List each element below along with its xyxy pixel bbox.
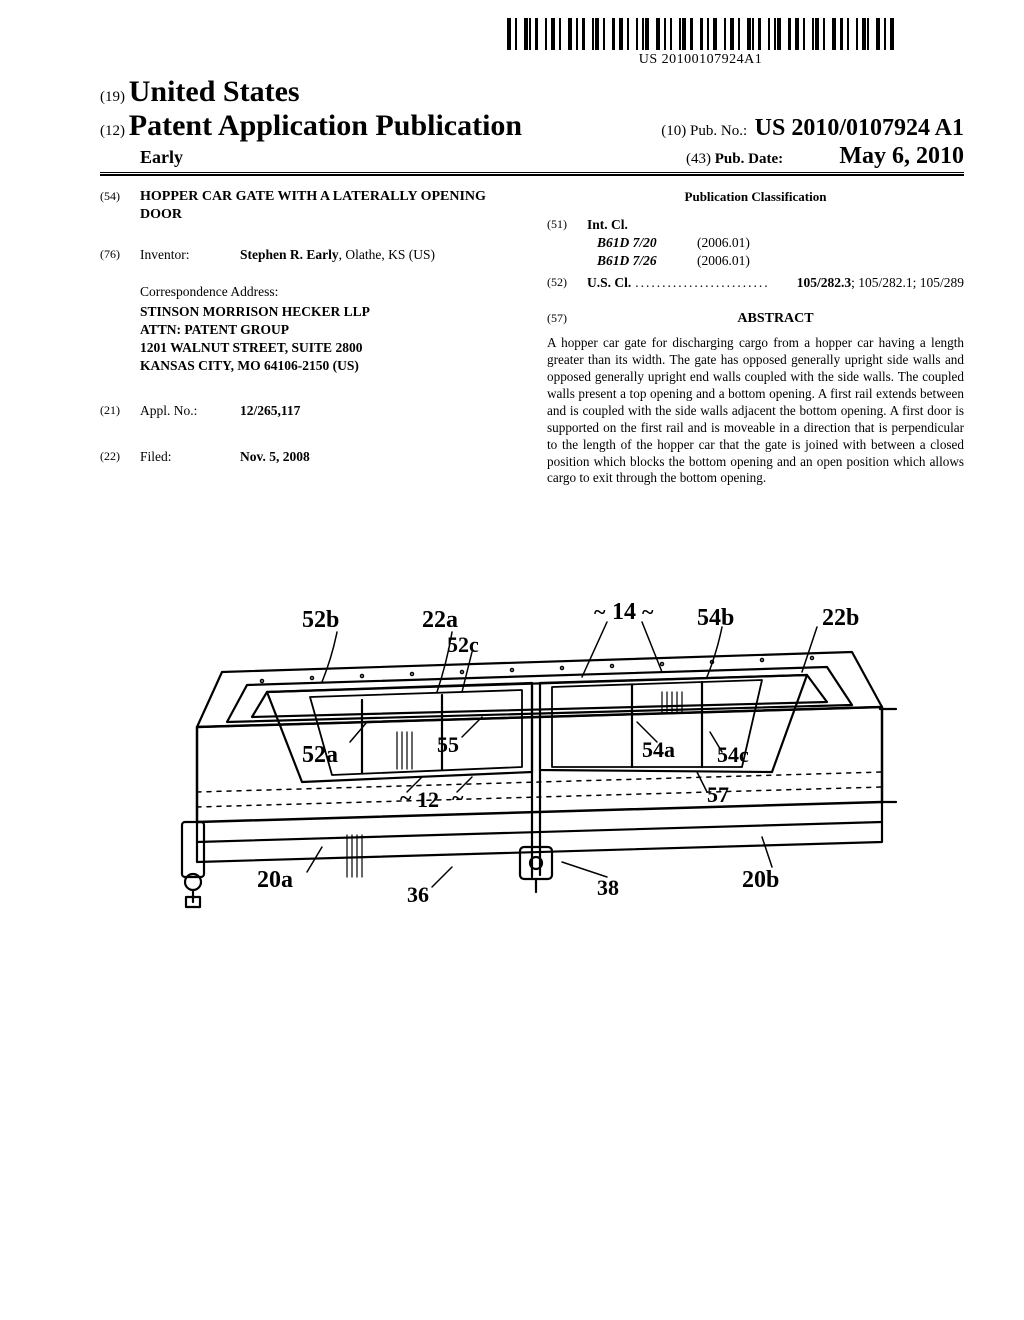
country-code: (19) [100,89,125,105]
uscl-rest: ; 105/282.1; 105/289 [851,275,964,290]
pub-code: (12) [100,123,125,139]
inventor-label: Inventor: [140,246,240,264]
applno-label: Appl. No.: [140,402,240,420]
figure-label-20b: 20b [742,867,779,893]
figure-label-57: 57 [707,782,729,807]
publication-number: US 2010/0107924 A1 [755,115,964,141]
abstract-heading: ABSTRACT [587,310,964,329]
abstract-code: (57) [547,310,587,326]
filed-date: Nov. 5, 2008 [240,448,517,466]
uscl-primary: 105/282.3 [797,275,851,290]
correspondence-line4: KANSAS CITY, MO 64106-2150 (US) [140,357,517,375]
figure-label-14: 14 [612,599,636,625]
uscl-label: U.S. Cl. [587,274,631,292]
author-surname: Early [100,147,183,167]
patent-figure: 52b 22a 52c 14 54b 22b 52a 55 54a 54c 12… [100,577,964,957]
intlcl-class: B61D 7/20 [597,234,697,252]
svg-text:~: ~ [452,785,464,810]
inventor-location: , Olathe, KS (US) [339,247,435,262]
figure-svg: 52b 22a 52c 14 54b 22b 52a 55 54a 54c 12… [162,577,902,957]
barcode [507,18,894,50]
uscl-values: 105/282.3; 105/282.1; 105/289 [797,274,964,292]
intlcl-year: (2006.01) [697,252,750,270]
barcode-region: US 20100107924A1 [507,18,894,68]
correspondence-line3: 1201 WALNUT STREET, SUITE 2800 [140,339,517,357]
header-divider-top [100,172,964,173]
uscl-dots: ......................... [631,274,796,292]
applno-code: (21) [100,402,140,420]
uscl-code: (52) [547,274,587,292]
application-number: 12/265,117 [240,402,517,420]
filed-code: (22) [100,448,140,466]
figure-label-54b: 54b [697,605,734,631]
publication-type: Patent Application Publication [129,109,522,142]
filed-label: Filed: [140,448,240,466]
figure-label-52b: 52b [302,607,339,633]
figure-label-54c: 54c [717,742,749,767]
pubdate-label: Pub. Date: [715,151,783,167]
publication-date: May 6, 2010 [839,143,964,169]
correspondence-line1: STINSON MORRISON HECKER LLP [140,303,517,321]
figure-label-52c: 52c [447,632,479,657]
barcode-text: US 20100107924A1 [507,52,894,68]
intlcl-class: B61D 7/26 [597,252,697,270]
correspondence-label: Correspondence Address: [140,283,517,301]
figure-label-54a: 54a [642,737,675,762]
intlcl-row: B61D 7/20 (2006.01) [597,234,750,252]
figure-label-12: 12 [417,787,439,812]
correspondence-address: Correspondence Address: STINSON MORRISON… [140,283,517,376]
pubdate-code: (43) [686,151,711,167]
inventor-value: Stephen R. Early, Olathe, KS (US) [240,246,517,264]
document-header: (19) United States (12) Patent Applicati… [100,75,964,170]
intlcl-year: (2006.01) [697,234,750,252]
intlcl-row: B61D 7/26 (2006.01) [597,252,750,270]
inventor-code: (76) [100,246,140,264]
intlcl-code: (51) [547,216,587,271]
svg-text:~: ~ [400,785,412,810]
bibliographic-columns: (54) HOPPER CAR GATE WITH A LATERALLY OP… [100,188,964,487]
svg-text:~: ~ [594,599,606,624]
svg-text:~: ~ [642,599,654,624]
country: United States [129,75,300,108]
figure-label-22a: 22a [422,607,458,633]
title-code: (54) [100,188,140,224]
intlcl-label: Int. Cl. [587,216,750,234]
figure-label-36: 36 [407,882,429,907]
pubno-label: Pub. No.: [690,123,747,139]
pubno-code: (10) [661,123,686,139]
figure-label-52a: 52a [302,742,338,768]
classification-heading: Publication Classification [547,188,964,206]
correspondence-line2: ATTN: PATENT GROUP [140,321,517,339]
right-column: Publication Classification (51) Int. Cl.… [547,188,964,487]
inventor-name: Stephen R. Early [240,247,339,262]
figure-label-55: 55 [437,732,459,757]
header-divider [100,174,964,176]
left-column: (54) HOPPER CAR GATE WITH A LATERALLY OP… [100,188,517,487]
figure-label-38: 38 [597,875,619,900]
abstract-text: A hopper car gate for discharging cargo … [547,335,964,487]
figure-label-22b: 22b [822,605,859,631]
invention-title: HOPPER CAR GATE WITH A LATERALLY OPENING… [140,188,517,224]
figure-label-20a: 20a [257,867,293,893]
